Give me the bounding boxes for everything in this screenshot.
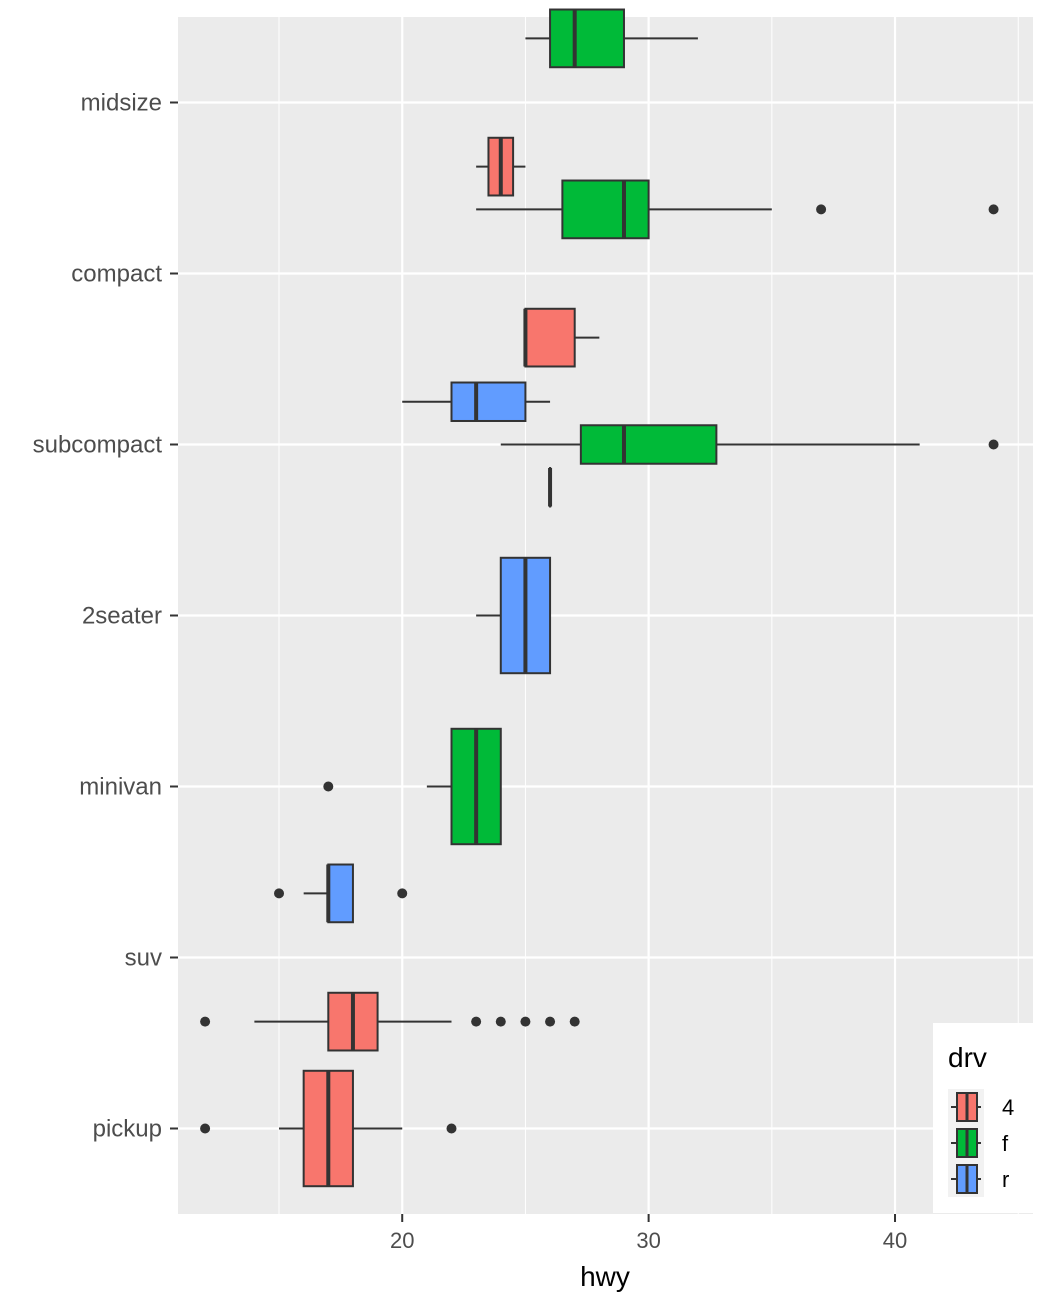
box-2seater-r	[476, 556, 552, 675]
legend-key-r: r	[948, 1161, 1009, 1197]
outlier-point	[816, 204, 827, 215]
y-tick-label: 2seater	[82, 603, 162, 630]
legend-key-4: 4	[948, 1089, 1014, 1125]
x-axis-title: hwy	[580, 1261, 630, 1292]
box-pickup-4	[200, 1069, 457, 1188]
outlier-point	[274, 888, 285, 899]
outlier-point	[200, 1016, 211, 1027]
x-tick-label: 30	[636, 1228, 660, 1253]
y-tick-label: compact	[71, 261, 162, 288]
legend-label: 4	[1002, 1095, 1014, 1120]
box-compact-4	[523, 307, 600, 368]
x-tick-label: 20	[390, 1228, 414, 1253]
legend-label: f	[1002, 1131, 1009, 1156]
legend-key-f: f	[948, 1125, 1009, 1161]
legend-title: drv	[948, 1042, 987, 1073]
y-axis: pickup suv minivan 2seater subcompact compact…	[33, 90, 178, 1143]
box-body	[549, 8, 625, 69]
outlier-point	[200, 1123, 211, 1134]
y-tick-label: minivan	[79, 774, 162, 801]
box-body	[579, 424, 718, 465]
x-axis: 20 30 40	[390, 1214, 907, 1253]
box-body	[327, 863, 354, 924]
box-midsize-f	[525, 8, 698, 69]
box-compact-f	[476, 179, 999, 240]
y-tick-label: subcompact	[33, 432, 163, 459]
legend-label: r	[1002, 1167, 1009, 1192]
box-suv-4	[200, 991, 580, 1052]
box-minivan-f	[323, 727, 502, 846]
outlier-point	[569, 1016, 580, 1027]
y-tick-label: suv	[125, 945, 162, 972]
outlier-point	[471, 1016, 482, 1027]
box-body	[524, 307, 576, 368]
outlier-point	[988, 204, 999, 215]
box-subcompact-r	[402, 381, 551, 422]
box-suv-r	[274, 863, 408, 924]
box-body	[450, 381, 527, 422]
outlier-point	[495, 1016, 506, 1027]
outlier-point	[397, 888, 408, 899]
outlier-point	[520, 1016, 531, 1027]
box-midsize-4	[476, 136, 526, 197]
legend: drv 4 fr	[933, 1023, 1033, 1213]
boxes	[200, 8, 999, 1188]
y-tick-label: pickup	[93, 1116, 162, 1143]
outlier-point	[988, 439, 999, 450]
outlier-point	[545, 1016, 556, 1027]
y-tick-label: midsize	[81, 90, 162, 117]
box-body	[561, 179, 650, 240]
x-tick-label: 40	[883, 1228, 907, 1253]
box-subcompact-f	[500, 424, 999, 465]
outlier-point	[323, 781, 334, 792]
outlier-point	[446, 1123, 457, 1134]
